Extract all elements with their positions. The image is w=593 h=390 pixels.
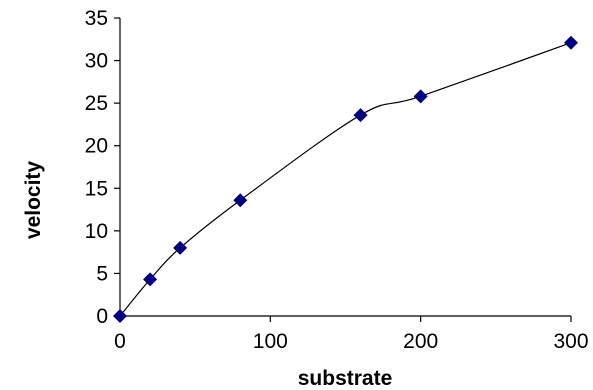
x-tick-label: 200 <box>403 330 438 353</box>
x-tick-label: 100 <box>253 330 288 353</box>
y-tick-label: 0 <box>96 305 108 328</box>
y-tick-label: 20 <box>85 135 108 158</box>
y-tick-label: 15 <box>85 177 108 200</box>
y-tick-label: 30 <box>85 50 108 73</box>
y-axis-ticks: 0 5 10 15 20 25 30 35 <box>85 7 120 328</box>
y-tick-label: 25 <box>85 92 108 115</box>
y-tick-label: 5 <box>96 262 108 285</box>
x-axis-ticks: 0 100 200 300 <box>114 316 589 353</box>
data-point-marker <box>113 309 127 323</box>
y-tick-label: 10 <box>85 220 108 243</box>
data-point-marker <box>143 272 158 287</box>
y-axis-title: velocity <box>22 161 45 240</box>
plot-area <box>119 18 571 317</box>
data-point-marker <box>353 108 368 123</box>
x-tick-label: 300 <box>553 330 588 353</box>
fit-curve <box>119 42 572 317</box>
y-tick-label: 35 <box>85 7 108 30</box>
data-point-marker <box>233 193 248 208</box>
data-point-marker <box>564 35 578 50</box>
data-point-marker <box>173 240 188 255</box>
data-markers <box>113 35 578 323</box>
data-point-marker <box>413 89 428 104</box>
x-axis-title: substrate <box>298 367 393 390</box>
x-tick-label: 0 <box>114 330 126 353</box>
